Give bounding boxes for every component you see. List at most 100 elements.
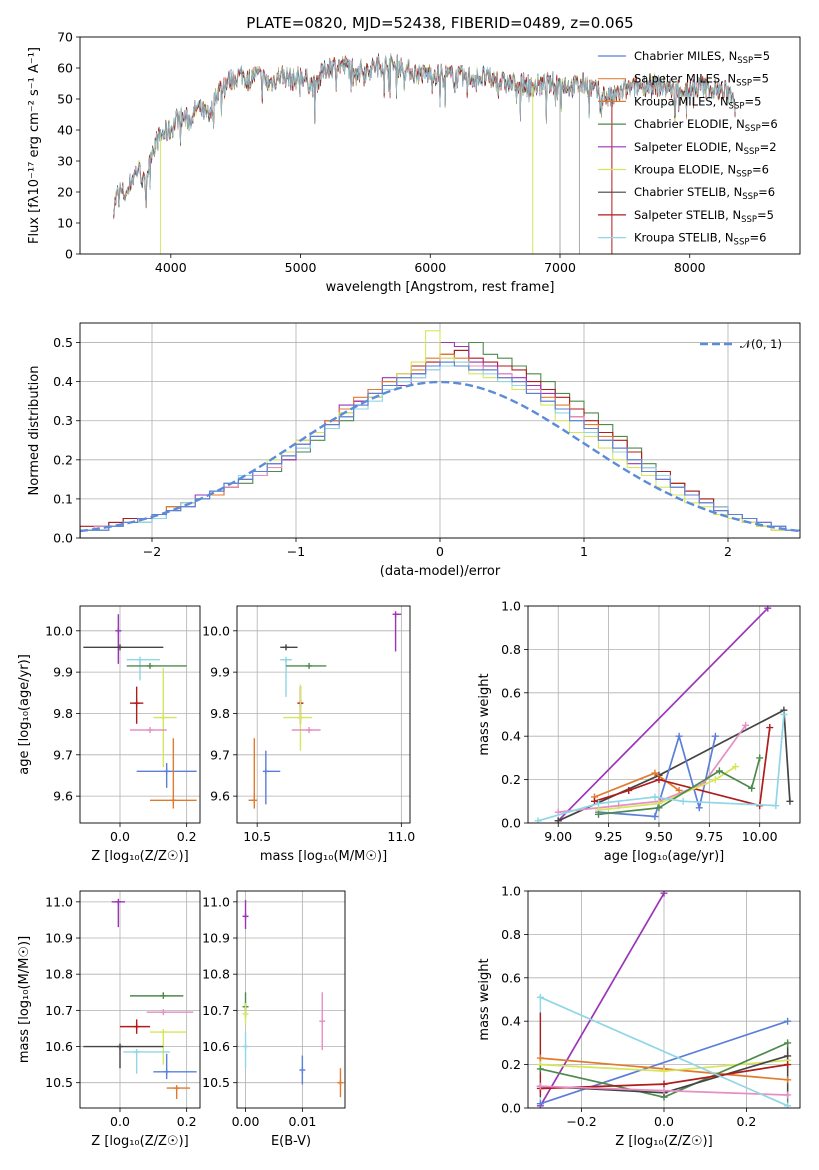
- legend-entry-text: Chabrier MILES, N: [634, 49, 737, 63]
- weight-point-marker: [655, 804, 663, 812]
- weight-point-marker: [651, 793, 659, 801]
- legend-entry-text: Kroupa STELIB, N: [634, 231, 734, 245]
- legend-entry: Kroupa STELIB, NSSP=6: [634, 231, 766, 248]
- y-tick-label: 10: [57, 216, 73, 231]
- x-axis-label: (data-model)/error: [380, 564, 501, 579]
- data-point: [283, 684, 312, 751]
- y-tick-label: 0.8: [501, 642, 521, 657]
- legend-entry-suffix: =6: [761, 117, 778, 131]
- legend-entry-suffix: =5: [757, 208, 774, 222]
- plot-area: [534, 606, 794, 823]
- x-tick-label: −2: [143, 544, 161, 559]
- y-tick-label: 0.1: [53, 491, 73, 506]
- weight-point-marker: [756, 754, 764, 762]
- weight-series-line: [540, 1020, 788, 1105]
- weight-point-marker: [764, 606, 772, 612]
- weight-point-marker: [595, 799, 603, 807]
- y-tick-label: 10.9: [202, 931, 230, 946]
- plot-area: [83, 898, 197, 1099]
- y-tick-label: 9.9: [53, 665, 73, 680]
- weight-point-marker: [536, 1100, 544, 1108]
- y-axis-label: Normed distribution: [27, 366, 42, 496]
- legend-entry-subscript: SSP: [741, 215, 757, 225]
- spectrum-panel: 4000 5000 6000 7000 8000 0 10 20 30 40 50 60 70 wavel…: [27, 30, 801, 295]
- y-axis-label: mass weight: [477, 958, 492, 1040]
- axes-frame: [236, 605, 411, 824]
- data-point: [126, 656, 160, 681]
- legend-entry-suffix: =5: [744, 94, 761, 108]
- x-tick-label: 9.00: [544, 829, 572, 844]
- data-point: [337, 1068, 344, 1098]
- weight-point-marker: [695, 804, 703, 812]
- legend-entry: Salpeter MILES, NSSP=5: [634, 72, 769, 89]
- data-point: [248, 738, 258, 809]
- data-point: [299, 1055, 306, 1085]
- data-point: [136, 763, 197, 788]
- legend-entry-subscript: SSP: [736, 170, 752, 180]
- y-tick-label: 0.6: [501, 685, 521, 700]
- legend-entry-text: Chabrier ELODIE, N: [634, 117, 745, 131]
- y-tick-label: 0: [65, 247, 73, 262]
- x-tick-label: 0.00: [232, 1114, 260, 1129]
- x-tick-label: −0.2: [566, 1114, 596, 1129]
- data-point: [319, 992, 326, 1051]
- data-point: [115, 614, 122, 664]
- legend-entry-subscript: SSP: [734, 238, 750, 248]
- x-axis-label: Z [log₁₀(Z/Z☉)]: [91, 1134, 188, 1149]
- legend-entry-suffix: =6: [758, 185, 775, 199]
- y-axis-label: age [log₁₀(age/yr)]: [17, 654, 32, 775]
- weight-point-marker: [534, 817, 542, 823]
- data-point: [242, 1032, 249, 1069]
- plot-area: [80, 330, 800, 538]
- x-tick-label: 8000: [674, 260, 706, 275]
- y-tick-label: 9.9: [210, 665, 230, 680]
- data-point: [120, 1019, 150, 1034]
- spectrum-series-line: [113, 53, 736, 215]
- y-tick-label: 0.4: [501, 729, 521, 744]
- y-tick-label: 0.4: [53, 374, 73, 389]
- plot-area: [536, 891, 792, 1108]
- weight-point-marker: [780, 711, 788, 718]
- weight-point-marker: [625, 786, 633, 794]
- x-tick-label: 0.0: [110, 1114, 130, 1129]
- weight-point-marker: [660, 891, 668, 897]
- plot-area: [242, 900, 344, 1098]
- weight-point-marker: [711, 776, 719, 784]
- y-axis-label: Flux [fλ10⁻¹⁷ erg cm⁻² s⁻¹ A⁻¹]: [27, 47, 42, 244]
- legend-entry-suffix: =6: [749, 231, 766, 245]
- data-point: [280, 644, 298, 651]
- axes-frame: [79, 890, 201, 1109]
- y-tick-label: 10.8: [202, 967, 230, 982]
- weight-series-line: [557, 607, 769, 822]
- mass-weight-vs-age-panel: 9.00 9.25 9.50 9.75 10.00 0.0 0.2 0.4 0.6 0.8 1.0 a…: [477, 599, 801, 864]
- y-tick-label: 9.6: [210, 789, 230, 804]
- weight-series-line: [540, 996, 788, 1107]
- weight-point-marker: [784, 1017, 792, 1025]
- legend-entry: Kroupa MILES, NSSP=5: [634, 94, 761, 111]
- legend-entry-text: Kroupa MILES, N: [634, 94, 729, 108]
- data-point: [153, 1053, 197, 1080]
- x-tick-label: 9.25: [595, 829, 623, 844]
- legend-entry-text: Kroupa ELODIE, N: [634, 163, 736, 177]
- legend-entry-text: Salpeter STELIB, N: [634, 208, 741, 222]
- y-tick-label: 0.6: [501, 970, 521, 985]
- data-point: [130, 992, 184, 999]
- data-point: [150, 1029, 187, 1065]
- y-tick-label: 9.8: [210, 706, 230, 721]
- axes-frame: [79, 322, 801, 539]
- x-axis-label: E(B-V): [271, 1134, 311, 1149]
- weight-point-marker: [784, 1061, 792, 1069]
- y-tick-label: 1.0: [501, 884, 521, 899]
- y-tick-label: 0.2: [53, 452, 73, 467]
- weight-point-marker: [660, 1080, 668, 1088]
- weight-point-marker: [590, 797, 598, 805]
- weight-point-marker: [679, 797, 687, 805]
- weight-series-line: [539, 892, 665, 1107]
- age-vs-z-panel: 0.0 0.2 9.6 9.7 9.8 9.9 10.0 Z [log₁₀(Z/Z☉)] age…: [17, 605, 201, 864]
- plot-area: [248, 611, 402, 809]
- y-tick-label: 1.0: [501, 599, 521, 614]
- data-point: [130, 686, 144, 724]
- x-tick-label: 0.2: [177, 829, 197, 844]
- x-tick-label: 6000: [414, 260, 446, 275]
